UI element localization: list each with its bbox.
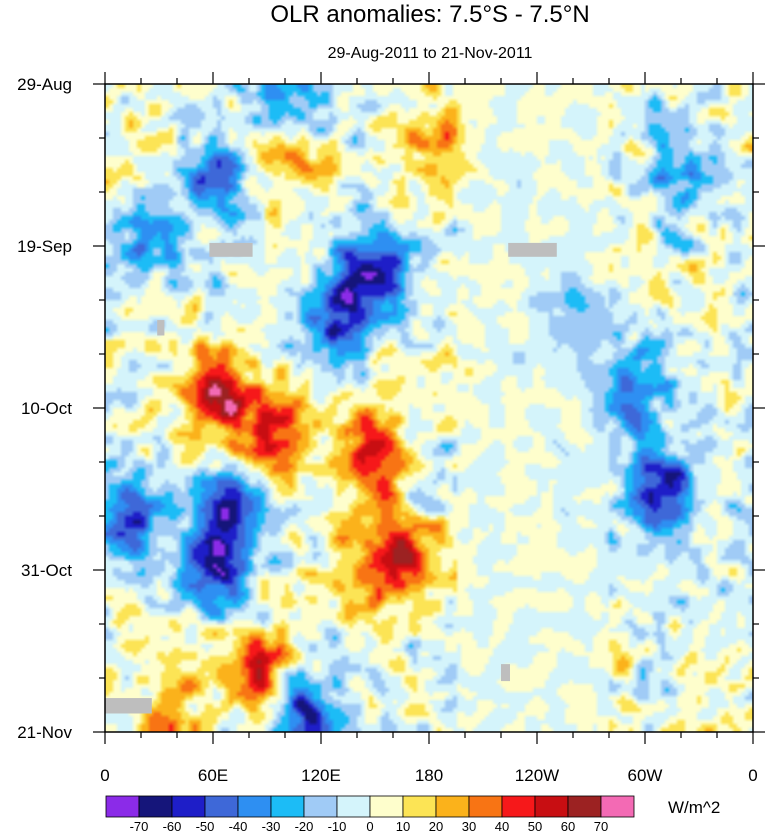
x-tick-label: 120E [301, 766, 341, 785]
x-tick-label: 60W [628, 766, 663, 785]
colorbar-swatch [501, 795, 536, 818]
colorbar-label: -10 [328, 819, 347, 834]
colorbar-unit: W/m^2 [668, 798, 720, 817]
colorbar-swatch [105, 795, 140, 818]
missing-data-patch [209, 242, 253, 257]
colorbar-swatch [600, 795, 635, 818]
x-tick-label: 0 [748, 766, 757, 785]
colorbar-label: 0 [366, 819, 373, 834]
colorbar-swatch [369, 795, 404, 818]
colorbar-label: 30 [462, 819, 476, 834]
colorbar-label: 40 [495, 819, 509, 834]
missing-data-patch [508, 242, 557, 257]
y-tick-label: 10-Oct [21, 399, 72, 418]
colorbar-label: 10 [396, 819, 410, 834]
missing-data-patch [157, 320, 165, 336]
y-tick-label: 31-Oct [21, 561, 72, 580]
y-tick-label: 19-Sep [17, 237, 72, 256]
x-tick-label: 60E [198, 766, 228, 785]
y-tick-label: 29-Aug [17, 75, 72, 94]
colorbar-swatch [534, 795, 569, 818]
chart-title: OLR anomalies: 7.5°S - 7.5°N [270, 1, 589, 28]
colorbar-label: 50 [528, 819, 542, 834]
colorbar-swatch [402, 795, 437, 818]
missing-data-patch [501, 664, 510, 682]
colorbar-label: -70 [130, 819, 149, 834]
colorbar-label: -60 [163, 819, 182, 834]
colorbar-label: -20 [295, 819, 314, 834]
y-axis: 29-Aug 19-Sep 10-Oct 31-Oct 21-Nov [17, 75, 72, 742]
colorbar-swatch [567, 795, 602, 818]
colorbar-label: -40 [229, 819, 248, 834]
colorbar-swatches [105, 795, 635, 818]
colorbar-swatch [336, 795, 371, 818]
x-tick-label: 120W [515, 766, 559, 785]
chart-subtitle: 29-Aug-2011 to 21-Nov-2011 [328, 45, 533, 62]
heatmap-image [105, 84, 753, 732]
colorbar-label: 70 [594, 819, 608, 834]
colorbar-label: -30 [262, 819, 281, 834]
colorbar-swatch [204, 795, 239, 818]
colorbar-swatch [171, 795, 206, 818]
missing-data-patch [105, 698, 152, 714]
colorbar-label: 60 [561, 819, 575, 834]
missing-data-layer [105, 242, 557, 714]
colorbar-swatch [303, 795, 338, 818]
x-tick-label: 0 [100, 766, 109, 785]
x-axis: 0 60E 120E 180 120W 60W 0 [100, 766, 757, 785]
colorbar-swatch [237, 795, 272, 818]
colorbar-labels: -70 -60 -50 -40 -30 -20 -10 0 10 20 30 4… [130, 819, 609, 834]
axis-ticks [93, 72, 765, 744]
colorbar-label: -50 [196, 819, 215, 834]
colorbar-swatch [435, 795, 470, 818]
colorbar: -70 -60 -50 -40 -30 -20 -10 0 10 20 30 4… [105, 795, 720, 834]
x-tick-label: 180 [415, 766, 443, 785]
colorbar-swatch [138, 795, 173, 818]
colorbar-label: 20 [429, 819, 443, 834]
heatmap-field [105, 84, 753, 732]
colorbar-swatch [270, 795, 305, 818]
colorbar-swatch [468, 795, 503, 818]
y-tick-label: 21-Nov [17, 723, 72, 742]
